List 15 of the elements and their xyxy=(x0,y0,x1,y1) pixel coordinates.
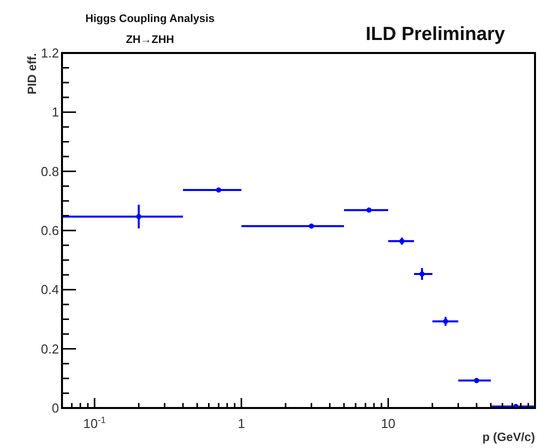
y-tick-label: 0.2 xyxy=(40,341,59,356)
x-tick-label: 10$^{-1}$ xyxy=(83,415,106,431)
chart-title: Higgs Coupling Analysis xyxy=(85,13,215,25)
x-tick-label: 1 xyxy=(238,416,245,431)
y-tick-label: 0.6 xyxy=(40,223,59,238)
text: ILD Preliminary xyxy=(366,24,506,45)
y-tick-label: 1.2 xyxy=(40,46,59,60)
y-tick-label: 0.4 xyxy=(40,282,59,298)
x-axis-title: p (GeV/c) xyxy=(482,430,535,444)
y-tick-label: 1 xyxy=(52,104,59,120)
chart-subtitle: ZH→ZHH xyxy=(126,34,174,46)
y-axis-title: PID eff. xyxy=(25,53,39,94)
y-tick-label: 0 xyxy=(52,400,59,416)
x-tick-label: 10 xyxy=(380,416,396,431)
y-tick-label: 0.8 xyxy=(40,164,59,179)
